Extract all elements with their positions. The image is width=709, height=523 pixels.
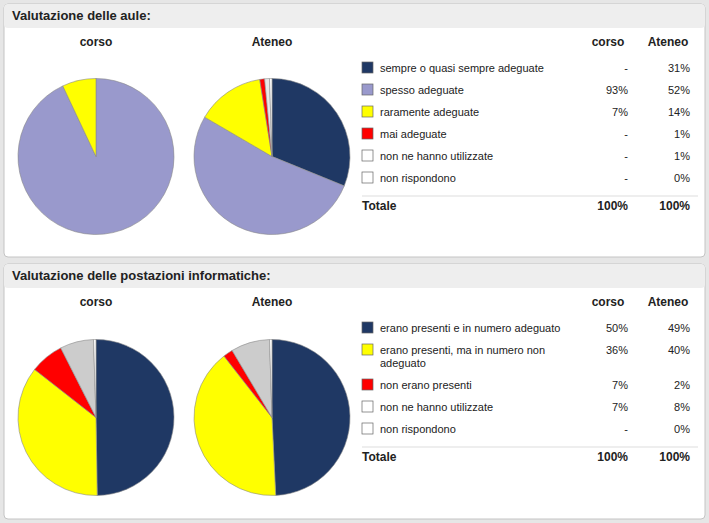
total-rule [362, 196, 698, 197]
section-title: Valutazione delle postazioni informatich… [12, 268, 271, 283]
pie-slice [260, 79, 272, 157]
data-label: 31% [668, 62, 690, 74]
pie-slice [272, 340, 350, 496]
data-label: 8% [674, 401, 690, 413]
pie-header: Ateneo [252, 295, 293, 309]
title-bar [4, 4, 705, 28]
section-box [4, 264, 705, 519]
data-label: - [624, 423, 628, 435]
legend-swatch [362, 84, 373, 95]
data-label: 40% [668, 344, 690, 356]
pie-slice [94, 340, 96, 418]
pie-slice [96, 340, 174, 496]
data-label: 0% [674, 423, 690, 435]
data-label: 7% [612, 401, 628, 413]
data-label: 7% [612, 106, 628, 118]
legend-swatch [362, 106, 373, 117]
legend-swatch [362, 423, 373, 434]
title-bar [4, 264, 705, 288]
figure: Valutazione delle aule: corso corso Ateneo A… [0, 0, 709, 523]
category-label: non rispondono [380, 172, 456, 184]
total-value: 100% [597, 199, 628, 213]
pie-slice [270, 340, 272, 418]
data-label: 93% [606, 84, 628, 96]
data-label: 1% [674, 150, 690, 162]
data-label: - [624, 172, 628, 184]
category-label: non erano presenti [380, 379, 472, 391]
legend-swatch [362, 128, 373, 139]
section: Valutazione delle aule: corso corso Ateneo A… [4, 4, 705, 257]
pie-slice [63, 79, 96, 157]
category-label: erano presenti, ma in numero nonadeguato [380, 344, 545, 369]
total-label: Totale [362, 450, 397, 464]
data-label: 50% [606, 322, 628, 334]
data-label: 52% [668, 84, 690, 96]
pie-header: corso [80, 35, 113, 49]
pie-slice [232, 340, 272, 418]
legend-swatch [362, 150, 373, 161]
pie-slice [205, 79, 272, 156]
pie-header: corso [80, 295, 113, 309]
total-value: 100% [659, 199, 690, 213]
total-rule [362, 447, 698, 448]
table-header: Ateneo [648, 295, 689, 309]
table-header: Ateneo [648, 35, 689, 49]
data-label: 1% [674, 128, 690, 140]
data-label: - [624, 150, 628, 162]
legend-swatch [362, 172, 373, 183]
pie-slice [18, 79, 174, 235]
category-label: spesso adeguate [380, 84, 464, 96]
pie-slice [270, 79, 272, 157]
data-label: - [624, 62, 628, 74]
table-header: corso [592, 295, 625, 309]
category-label: erano presenti e in numero adeguato [380, 322, 560, 334]
total-value: 100% [597, 450, 628, 464]
data-label: 2% [674, 379, 690, 391]
pie [194, 340, 350, 496]
total-value: 100% [659, 450, 690, 464]
section-box [4, 4, 705, 257]
pie-header: Ateneo [252, 35, 293, 49]
category-label: mai adeguate [380, 128, 447, 140]
section: Valutazione delle postazioni informatich… [4, 264, 705, 519]
legend-swatch [362, 401, 373, 412]
data-label: 7% [612, 379, 628, 391]
pie-slice [265, 79, 272, 157]
total-label: Totale [362, 199, 397, 213]
data-label: 36% [606, 344, 628, 356]
category-label: raramente adeguate [380, 106, 479, 118]
pie [18, 340, 174, 496]
legend-swatch [362, 322, 373, 333]
data-label: 14% [668, 106, 690, 118]
legend-swatch [362, 379, 373, 390]
pie-slice [61, 340, 96, 418]
legend-swatch [362, 344, 373, 355]
category-label: sempre o quasi sempre adeguate [380, 62, 544, 74]
category-label: non ne hanno utilizzate [380, 401, 493, 413]
pie [18, 79, 174, 235]
data-label: 49% [668, 322, 690, 334]
section-title: Valutazione delle aule: [12, 8, 151, 23]
category-label: non ne hanno utilizzate [380, 150, 493, 162]
pie [194, 79, 350, 235]
category-label: non rispondono [380, 423, 456, 435]
data-label: 0% [674, 172, 690, 184]
data-label: - [624, 128, 628, 140]
table-header: corso [592, 35, 625, 49]
legend-swatch [362, 62, 373, 73]
